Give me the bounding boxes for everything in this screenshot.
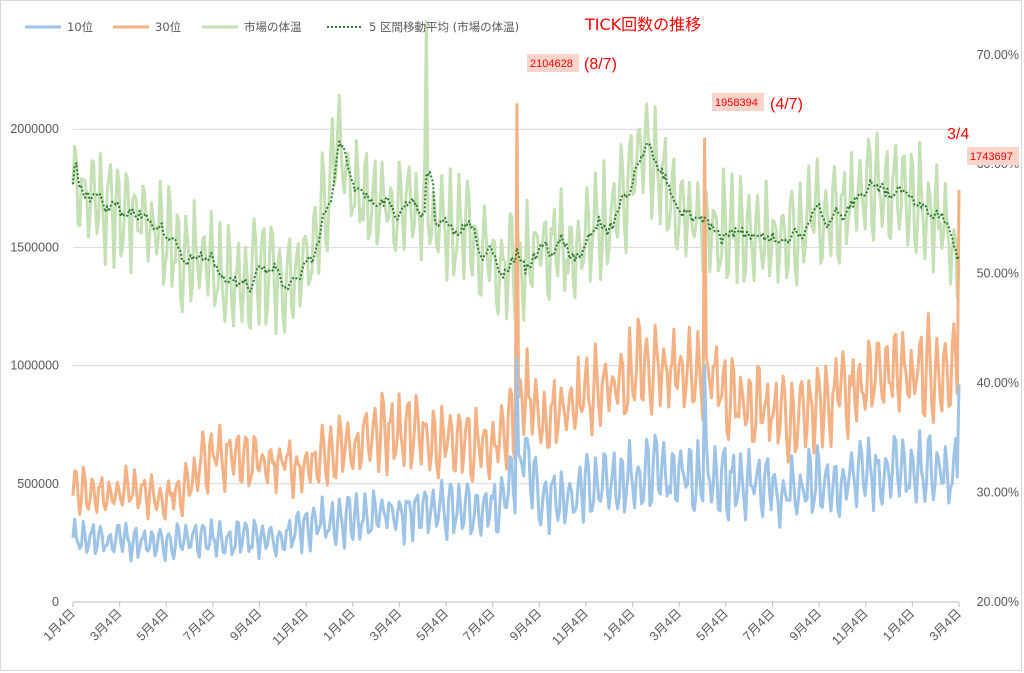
legend-label-temp: 市場の体温 [244, 20, 302, 34]
left-tick-label-4: 2000000 [10, 122, 59, 136]
x-tick-label-6: 1月4日 [321, 606, 358, 643]
x-tick-label-7: 3月4日 [367, 606, 404, 643]
left-axis-ticks: 0 500000 1000000 1500000 2000000 [10, 122, 59, 609]
x-tick-label-0: 1月4日 [41, 606, 78, 643]
legend-label-rank30: 30位 [155, 20, 181, 34]
x-tick-label-11: 11月4日 [549, 606, 591, 648]
annotation-1-label: 2104628 [530, 58, 573, 70]
right-tick-label-1: 30.00% [977, 486, 1019, 500]
annotation-2-label: 1958394 [715, 97, 758, 109]
annotation-3-label: 1743697 [970, 151, 1013, 163]
legend-label-rank10: 10位 [67, 20, 93, 34]
x-tick-label-14: 5月4日 [694, 606, 731, 643]
legend: 10位 30位 市場の体温 5 区間移動平均 (市場の体温) [25, 20, 519, 34]
x-tick-label-8: 5月4日 [414, 606, 451, 643]
x-tick-label-12: 1月4日 [600, 606, 637, 643]
left-tick-label-2: 1000000 [10, 359, 59, 373]
right-tick-label-3: 50.00% [977, 267, 1019, 281]
annotation-2-date: (4/7) [770, 96, 803, 113]
series-rank-10 [71, 357, 961, 563]
x-tick-label-16: 9月4日 [787, 606, 824, 643]
annotations: 2104628 (8/7) 1958394 (4/7) 3/4 1743697 [527, 54, 1019, 165]
annotation-3-date: 3/4 [947, 126, 969, 143]
x-tick-label-1: 3月4日 [87, 606, 124, 643]
x-tick-label-3: 7月4日 [181, 606, 218, 643]
x-tick-label-15: 7月4日 [740, 606, 777, 643]
x-tick-label-9: 7月4日 [460, 606, 497, 643]
legend-label-ma: 5 区間移動平均 (市場の体温) [369, 20, 519, 34]
series-rank-30 [71, 103, 961, 521]
x-tick-label-2: 5月4日 [134, 606, 171, 643]
annotation-1-date: (8/7) [584, 56, 617, 73]
series-moving-average [72, 140, 960, 293]
left-tick-label-3: 1500000 [10, 240, 59, 254]
x-tick-label-10: 9月4日 [507, 606, 544, 643]
right-axis-ticks: 20.00%30.00%40.00%50.00%60.00%70.00% [977, 48, 1019, 609]
x-tick-label-18: 1月4日 [880, 606, 917, 643]
annotation-3-box [967, 147, 1019, 165]
x-tick-label-17: 11月4日 [829, 606, 871, 648]
series-layer [71, 20, 961, 563]
x-tick-label-4: 9月4日 [227, 606, 264, 643]
x-axis-ticks: 1月4日 3月4日 5月4日 7月4日 9月4日 11月4日 1月4日 3月4日 5月4日 7月4… [41, 602, 964, 648]
chart-title: TICK回数の推移 [584, 15, 701, 34]
annotation-2-box [712, 93, 764, 111]
right-tick-label-2: 40.00% [977, 376, 1019, 390]
right-tick-label-5: 70.00% [977, 48, 1019, 62]
x-tick-label-13: 3月4日 [647, 606, 684, 643]
left-tick-label-1: 500000 [17, 477, 59, 491]
annotation-1-box [527, 54, 579, 72]
x-tick-label-5: 11月4日 [270, 606, 312, 648]
left-tick-label-0: 0 [52, 595, 59, 609]
x-tick-label-19: 3月4日 [927, 606, 964, 643]
right-tick-label-0: 20.00% [977, 595, 1019, 609]
